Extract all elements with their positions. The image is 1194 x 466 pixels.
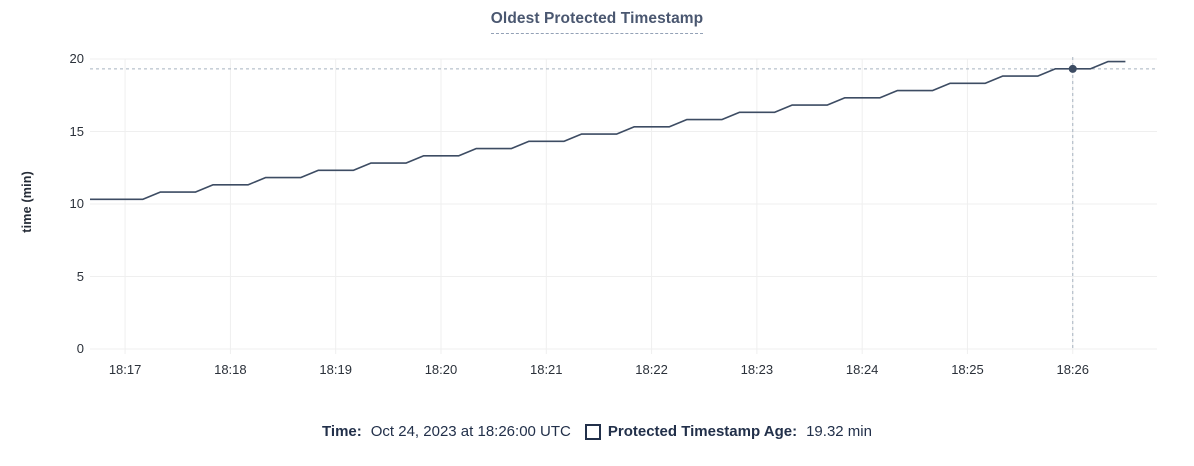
- y-axis-title-text: time (min): [20, 171, 34, 233]
- series-swatch-icon: [584, 423, 601, 440]
- chart-title[interactable]: Oldest Protected Timestamp: [490, 10, 704, 34]
- y-tick-label: 20: [69, 51, 84, 66]
- y-tick-label: 0: [76, 341, 84, 356]
- plot-svg[interactable]: [90, 55, 1157, 355]
- y-axis-title: time (min): [16, 55, 38, 349]
- plot-area[interactable]: [90, 55, 1157, 355]
- legend-time-value: Oct 24, 2023 at 18:26:00 UTC: [370, 423, 571, 440]
- x-tick-label: 18:20: [424, 362, 458, 377]
- chart-title-row: Oldest Protected Timestamp: [0, 10, 1194, 34]
- y-tick-label: 5: [76, 268, 84, 284]
- legend-series-value: 19.32 min: [806, 423, 872, 440]
- y-tick-label: 10: [69, 196, 84, 211]
- x-tick-label: 18:23: [740, 362, 774, 377]
- hover-point: [1068, 64, 1077, 73]
- x-tick-label: 18:21: [529, 362, 563, 377]
- legend-time-group: Time: Oct 24, 2023 at 18:26:00 UTC: [322, 423, 571, 440]
- x-tick-label: 18:18: [214, 362, 247, 377]
- x-tick-label: 18:19: [319, 362, 352, 377]
- legend-time-label: Time:: [322, 423, 362, 440]
- x-tick-label: 18:22: [635, 362, 668, 377]
- series-line: [90, 60, 1126, 201]
- y-tick-label: 15: [69, 123, 84, 139]
- legend-series-group: Protected Timestamp Age: 19.32 min: [584, 423, 872, 440]
- chart-legend: Time: Oct 24, 2023 at 18:26:00 UTC Prote…: [0, 423, 1194, 440]
- x-tick-label: 18:25: [951, 362, 984, 377]
- x-tick-label: 18:24: [845, 362, 879, 377]
- legend-series-label: Protected Timestamp Age:: [607, 423, 798, 440]
- x-tick-label: 18:26: [1056, 362, 1090, 377]
- x-tick-label: 18:17: [108, 362, 142, 377]
